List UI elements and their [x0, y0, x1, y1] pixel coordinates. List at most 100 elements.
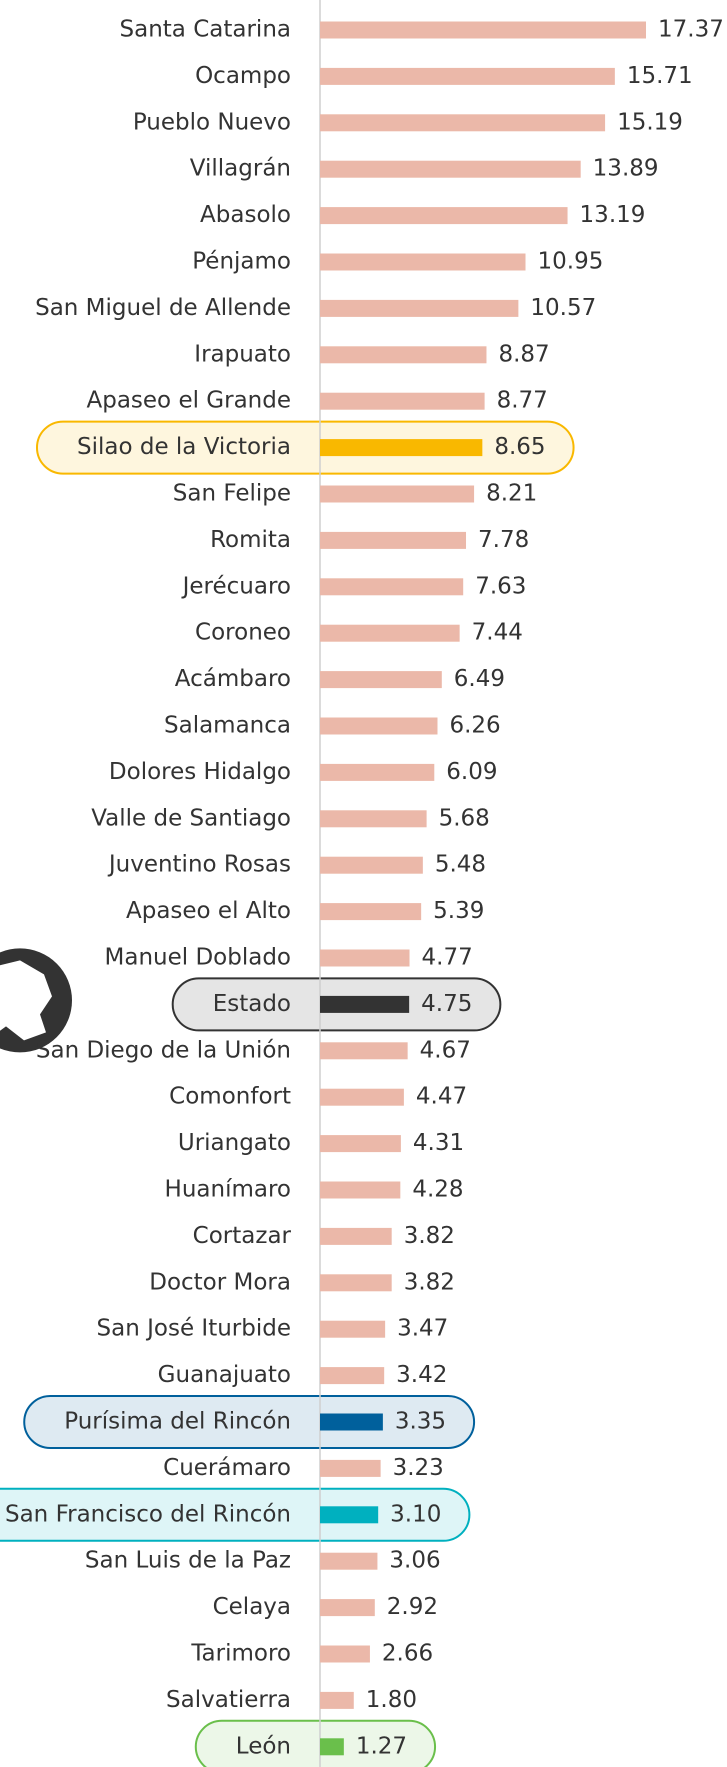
category-label: Coroneo [195, 620, 291, 646]
category-label: Huanímaro [165, 1177, 291, 1203]
value-label: 6.26 [449, 713, 500, 739]
bar [320, 1552, 378, 1570]
bar [320, 1320, 386, 1338]
bar [320, 1227, 392, 1245]
category-label: Cortazar [193, 1223, 292, 1249]
bar [320, 1135, 401, 1153]
value-label: 7.44 [472, 620, 523, 646]
value-label: 15.19 [617, 109, 683, 135]
value-label: 8.65 [494, 434, 545, 460]
bar [320, 1506, 379, 1524]
category-label: San Felipe [173, 481, 291, 507]
highlight-pill [0, 1487, 471, 1542]
value-label: 5.48 [435, 852, 486, 878]
category-label: San Francisco del Rincón [5, 1501, 291, 1527]
bar [320, 346, 487, 364]
bar [320, 1042, 408, 1060]
category-label: Dolores Hidalgo [109, 759, 291, 785]
bar [320, 763, 435, 781]
bar [320, 1738, 344, 1756]
category-label: Ocampo [195, 63, 291, 89]
category-label: Pueblo Nuevo [133, 109, 291, 135]
highlight-pill [23, 1395, 476, 1449]
category-label: Pénjamo [192, 249, 291, 275]
bar [320, 67, 615, 85]
category-label: Doctor Mora [149, 1269, 291, 1295]
bar [320, 1459, 381, 1477]
value-label: 2.66 [382, 1641, 433, 1667]
category-label: Uriangato [178, 1130, 291, 1156]
category-label: San Luis de la Paz [85, 1548, 291, 1574]
highlight-pill [194, 1719, 437, 1767]
bar [320, 1691, 354, 1709]
category-label: Santa Catarina [120, 17, 291, 43]
value-label: 4.47 [416, 1084, 467, 1110]
bar [320, 1367, 385, 1385]
value-label: 1.80 [366, 1687, 417, 1713]
value-label: 4.77 [422, 945, 473, 971]
bar [320, 717, 438, 735]
category-label: Romita [210, 527, 291, 553]
category-label: León [236, 1733, 291, 1759]
value-label: 5.39 [433, 898, 484, 924]
bar [320, 624, 460, 642]
value-label: 3.47 [397, 1316, 448, 1342]
value-label: 3.42 [396, 1362, 447, 1388]
value-label: 10.95 [538, 249, 604, 275]
bar [320, 114, 606, 132]
category-label: Estado [213, 991, 291, 1017]
category-label: Comonfort [169, 1084, 291, 1110]
value-label: 8.77 [497, 388, 548, 414]
bar [320, 1645, 370, 1663]
value-label: 3.35 [395, 1409, 446, 1435]
category-label: Purísima del Rincón [64, 1409, 291, 1435]
value-label: 1.27 [356, 1733, 407, 1759]
value-label: 6.49 [454, 666, 505, 692]
value-label: 17.37 [658, 17, 724, 43]
category-label: Irapuato [194, 341, 291, 367]
bar [320, 160, 581, 178]
value-label: 6.09 [446, 759, 497, 785]
value-label: 3.23 [393, 1455, 444, 1481]
value-label: 3.10 [390, 1501, 441, 1527]
bar [320, 1413, 383, 1431]
bar [320, 856, 423, 874]
value-label: 7.63 [475, 573, 526, 599]
category-label: Cuerámaro [163, 1455, 291, 1481]
bar [320, 995, 410, 1013]
category-label: Jerécuaro [181, 573, 291, 599]
state-icon [0, 960, 52, 1041]
category-label: Juventino Rosas [107, 852, 291, 878]
bar [320, 485, 475, 503]
category-label: Salamanca [164, 713, 291, 739]
bar [320, 1274, 392, 1292]
bar [320, 578, 464, 596]
value-label: 8.21 [486, 481, 537, 507]
value-label: 7.78 [478, 527, 529, 553]
bar [320, 21, 646, 39]
bar [320, 439, 483, 457]
highlight-pill [35, 420, 575, 475]
bar [320, 1181, 401, 1199]
value-label: 4.67 [420, 1037, 471, 1063]
category-label: Guanajuato [158, 1362, 291, 1388]
bar [320, 949, 410, 967]
bar [320, 903, 422, 921]
category-label: Tarimoro [190, 1641, 291, 1667]
category-label: Apaseo el Grande [87, 388, 292, 414]
bar [320, 531, 467, 549]
category-label: Manuel Doblado [105, 945, 291, 971]
value-label: 8.87 [498, 341, 549, 367]
value-label: 3.06 [389, 1548, 440, 1574]
category-label: Acámbaro [175, 666, 291, 692]
category-label: Valle de Santiago [91, 805, 291, 831]
value-label: 3.82 [404, 1223, 455, 1249]
highlights [0, 420, 575, 1767]
value-label: 2.92 [387, 1594, 438, 1620]
value-label: 13.19 [580, 202, 646, 228]
bar [320, 1599, 375, 1617]
category-label: Apaseo el Alto [126, 898, 291, 924]
category-label: Salvatierra [166, 1687, 291, 1713]
bar [320, 671, 442, 689]
